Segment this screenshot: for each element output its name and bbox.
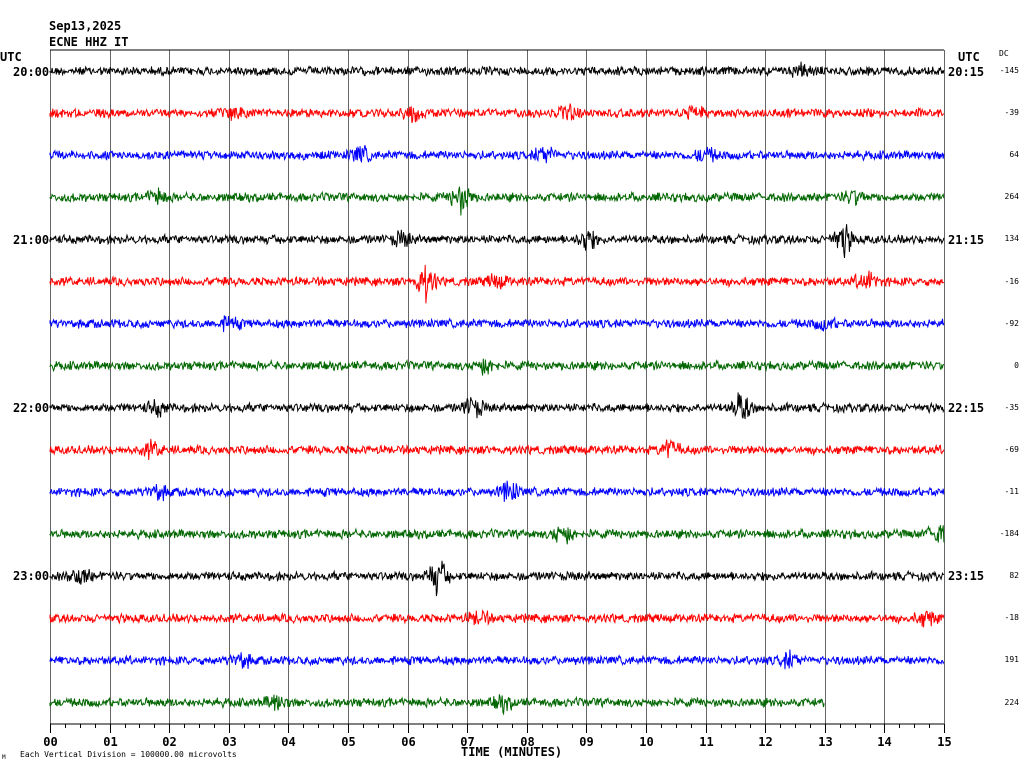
seismic-trace — [49, 480, 945, 502]
seismic-trace — [49, 609, 945, 628]
dc-offset-value: 134 — [1004, 234, 1019, 244]
plot-grid — [50, 49, 945, 725]
right-time-label: 21:15 — [948, 233, 985, 247]
seismic-trace — [49, 186, 945, 216]
left-time-label: 20:00 — [13, 65, 50, 79]
right-utc-title: UTC — [958, 50, 980, 64]
seismic-trace — [49, 315, 945, 333]
x-tick-label: 14 — [877, 735, 891, 749]
x-tick-label: 03 — [222, 735, 236, 749]
seismic-trace — [49, 560, 944, 597]
dc-offset-value: -18 — [1004, 613, 1019, 623]
seismic-trace — [49, 144, 945, 164]
dc-offset-value: -69 — [1004, 444, 1019, 454]
x-tick-label: 01 — [103, 735, 117, 749]
x-tick-label: 05 — [341, 735, 355, 749]
left-time-label: 21:00 — [13, 233, 50, 247]
dc-offset-value: -11 — [1004, 487, 1019, 496]
x-tick-label: 00 — [43, 735, 57, 749]
left-time-label: 23:00 — [13, 569, 50, 583]
dc-offset-value: -92 — [1004, 318, 1019, 328]
x-tick-label: 04 — [281, 735, 295, 749]
x-tick-label: 06 — [401, 735, 415, 749]
dc-offset-value: -39 — [1004, 108, 1019, 118]
seismic-trace — [49, 224, 945, 259]
seismic-trace — [49, 103, 945, 123]
dc-offset-value: -184 — [999, 529, 1019, 539]
left-time-label: 22:00 — [13, 401, 50, 415]
seismic-trace — [49, 61, 945, 78]
x-tick-label: 13 — [818, 735, 832, 749]
dc-offset-value: 64 — [1009, 150, 1019, 160]
seismic-trace — [49, 649, 945, 670]
logo-mark: M — [2, 754, 6, 761]
dc-offset-value: -16 — [1004, 276, 1019, 286]
dc-offset-value: 264 — [1004, 192, 1019, 202]
x-axis: 00 01 02 03 04 05 06 07 08 09 10 11 12 13 14 15 — [43, 724, 952, 749]
seismic-trace — [49, 438, 945, 461]
right-time-label: 20:15 — [948, 65, 985, 79]
dc-offset-value: -145 — [999, 66, 1019, 75]
x-tick-label: 11 — [699, 735, 713, 749]
x-tick-label: 10 — [639, 735, 653, 749]
seismic-trace — [49, 392, 945, 420]
seismic-trace — [49, 694, 825, 716]
dc-offset-value: 0 — [1014, 360, 1019, 370]
right-time-label: 22:15 — [948, 401, 985, 415]
date-label: Sep13,2025 — [49, 19, 122, 33]
trace-group — [49, 61, 945, 716]
x-tick-label: 15 — [937, 735, 951, 749]
seismic-trace — [49, 524, 945, 545]
x-tick-label: 07 — [460, 735, 474, 749]
x-tick-label: 02 — [162, 735, 176, 749]
x-tick-label: 09 — [579, 735, 593, 749]
seismic-trace — [49, 358, 945, 376]
seismic-trace — [49, 264, 944, 304]
dc-title: DC — [999, 49, 1009, 58]
right-time-label: 23:15 — [948, 569, 985, 583]
dc-offset-value: 191 — [1004, 655, 1019, 665]
dc-offset-value: 224 — [1004, 697, 1019, 707]
scale-note: Each Vertical Division = 100000.00 micro… — [20, 750, 237, 759]
dc-offset-value: -35 — [1004, 402, 1019, 412]
x-axis-title: TIME (MINUTES) — [461, 745, 563, 759]
left-utc-title: UTC — [0, 50, 22, 64]
dc-offset-value: 82 — [1009, 571, 1019, 581]
x-tick-label: 08 — [520, 735, 534, 749]
station-label: ECNE HHZ IT — [49, 35, 129, 49]
x-tick-label: 12 — [758, 735, 772, 749]
